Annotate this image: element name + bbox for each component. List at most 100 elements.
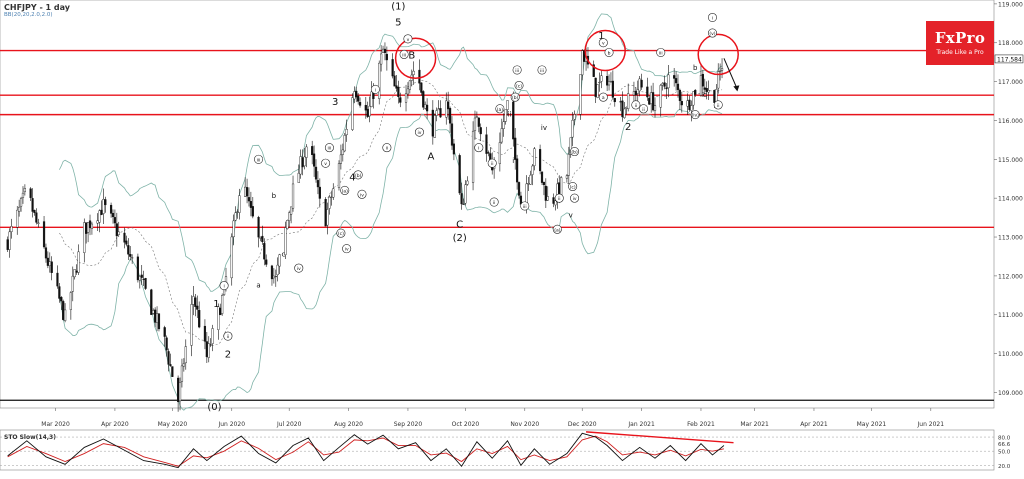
y-tick-label: 118.000: [998, 40, 1023, 47]
wave-circle-label: (b): [571, 150, 578, 156]
candle-body: [581, 50, 584, 76]
candles: [6, 42, 724, 412]
candle-body: [286, 220, 289, 229]
candle-body: [533, 148, 536, 167]
candle-body: [311, 146, 314, 155]
wave-circle-label: (a): [554, 227, 561, 233]
candle-body: [650, 92, 653, 104]
candle-body: [343, 135, 346, 152]
candle-body: [194, 297, 197, 307]
wave-circle: [713, 100, 723, 110]
candle-body: [249, 201, 252, 208]
wave-label: (0): [207, 402, 221, 413]
y-tick-label: 110.000: [998, 351, 1023, 358]
candle-body: [42, 221, 46, 248]
candle-body: [73, 269, 76, 278]
wave-label: 1: [598, 31, 604, 42]
sto-trend-line: [586, 431, 734, 444]
candle-body: [391, 59, 394, 77]
candle-body: [207, 343, 210, 358]
candle-body: [640, 79, 643, 88]
candle-body: [435, 110, 438, 116]
candle-body: [583, 50, 586, 62]
candle-body: [425, 104, 429, 112]
x-tick-label: Mar 2021: [740, 421, 769, 428]
candle-body: [165, 337, 168, 351]
candle-body: [85, 222, 88, 234]
candle-body: [129, 254, 132, 257]
wave-label: i: [512, 157, 514, 165]
candle-body: [234, 212, 237, 221]
candle-body: [567, 154, 570, 176]
wave-circle-label: (c): [516, 83, 522, 89]
candle-body: [44, 247, 48, 259]
candle-body: [506, 100, 509, 110]
candle-body: [358, 102, 362, 106]
candle-body: [203, 325, 207, 342]
candle-body: [6, 239, 9, 250]
candle-body: [571, 119, 574, 138]
wave-circle-label: iii: [328, 146, 332, 152]
candle-body: [611, 80, 614, 98]
wave-circle: [631, 100, 641, 110]
wave-circle: [552, 224, 562, 234]
x-tick-label: Apr 2021: [800, 421, 828, 428]
wave-circle-label: ii: [558, 196, 561, 202]
wave-circle: [219, 281, 229, 291]
candle-body: [452, 143, 456, 155]
candle-body: [326, 209, 329, 226]
candle-body: [364, 104, 367, 111]
candle-body: [69, 292, 72, 310]
wave-circle-label: iv: [417, 130, 421, 136]
wave-label: C: [456, 219, 463, 230]
candle-body: [221, 295, 224, 314]
candle-body: [288, 212, 291, 221]
wave-label: ii: [508, 111, 512, 119]
candle-body: [341, 149, 344, 155]
wave-circle: [520, 201, 530, 211]
candle-body: [667, 74, 670, 89]
candle-body: [238, 195, 241, 213]
highlight-circle: [394, 37, 437, 80]
candle-body: [676, 83, 680, 90]
wave-circle-label: (b): [355, 173, 362, 179]
wave-circle-label: (c): [570, 185, 576, 191]
wave-circle-label: v: [407, 38, 410, 43]
wave-label: 3: [332, 97, 338, 108]
candle-body: [337, 163, 341, 188]
candle-body: [433, 115, 436, 138]
wave-circle: [474, 143, 484, 153]
candle-body: [259, 237, 262, 239]
candle-body: [485, 134, 488, 154]
wave-label: iv: [541, 124, 547, 132]
candle-body: [600, 75, 603, 82]
candle-body: [651, 92, 655, 111]
x-tick-label: Nov 2020: [510, 421, 539, 428]
candle-body: [190, 304, 193, 346]
candle-body: [471, 130, 475, 183]
y-tick-label: 114.000: [998, 196, 1023, 203]
wave-circle-label: iii: [659, 50, 663, 56]
candle-body: [16, 209, 19, 228]
wave-label: 4: [349, 173, 355, 184]
wave-circle-label: i: [712, 15, 713, 21]
wave-circle-label: v: [324, 162, 327, 167]
wave-circle: [414, 127, 424, 137]
wave-circle-label: ii: [227, 334, 230, 340]
candle-body: [263, 243, 266, 260]
candle-body: [211, 328, 214, 344]
candle-body: [424, 104, 427, 109]
candle-body: [339, 154, 343, 164]
bollinger-middle: [59, 80, 723, 346]
wave-circle-label: iii: [257, 157, 261, 163]
candle-body: [560, 177, 563, 195]
candle-body: [460, 193, 463, 205]
wave-circle: [382, 143, 392, 153]
wave-label: b: [272, 192, 277, 200]
x-tick-label: Jun 2021: [917, 421, 945, 428]
y-tick-label: 117.000: [998, 79, 1023, 86]
wave-circle-label: i: [223, 284, 224, 290]
candle-body: [117, 231, 120, 235]
candle-body: [514, 137, 517, 160]
